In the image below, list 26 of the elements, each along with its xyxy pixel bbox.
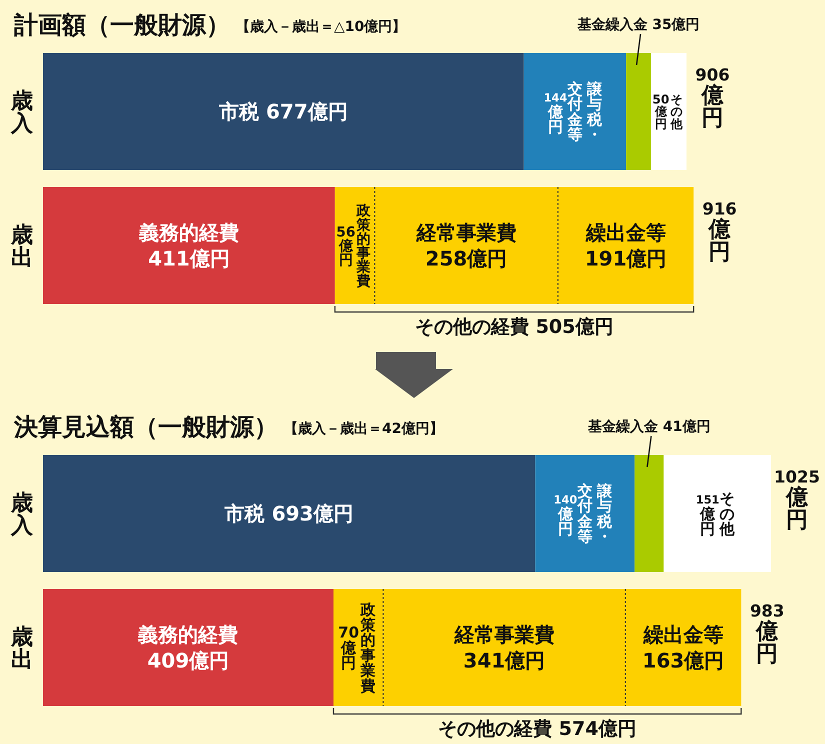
data-label: 経常事業費 258億円 (415, 220, 516, 270)
y-tick-label: 歳出 (10, 624, 33, 672)
data-label: 義務的経費 411億円 (138, 220, 239, 270)
chart-subtitle: 【歳入－歳出＝△10億円】 (236, 18, 406, 35)
data-label: 市税 693億円 (224, 502, 354, 526)
data-label: 基金繰入金 41億円 (587, 418, 710, 435)
chart-title: 計画額（一般財源） (13, 11, 230, 39)
y-tick-label: 歳入 (10, 88, 34, 136)
data-label: 基金繰入金 35億円 (576, 16, 700, 33)
data-label: 市税 677億円 (218, 100, 348, 124)
data-label: 繰出金等 191億円 (584, 220, 667, 270)
y-tick-label: 歳出 (10, 222, 33, 270)
text: その他の経費 574億円 (438, 718, 636, 740)
total-label: 1025億円 (774, 467, 820, 534)
y-tick-label: 歳入 (10, 490, 34, 538)
data-label: その他 151億円 (696, 489, 736, 538)
data-label: 繰出金等 163億円 (642, 622, 724, 672)
text: その他の経費 505億円 (415, 316, 614, 338)
total-label: 916億円 (702, 199, 737, 266)
total-label: 983億円 (750, 601, 784, 668)
data-label: 経常事業費 341億円 (453, 622, 554, 672)
data-label: その他 50億円 (652, 92, 684, 132)
chart-title: 決算見込額（一般財源） (13, 413, 278, 441)
data-label: 義務的経費 409億円 (137, 622, 238, 672)
total-label: 906億円 (695, 65, 730, 132)
chart-subtitle: 【歳入－歳出＝42億円】 (284, 420, 444, 437)
